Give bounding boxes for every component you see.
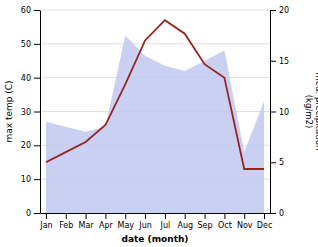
axis-line [41,213,271,214]
tick-label: 60 [21,6,31,15]
grid-line [40,10,270,11]
tick: 30 [21,108,40,117]
grid-line [40,43,270,44]
x-axis-title: date (month) [122,234,189,244]
x-axis: Jan Feb Mar AprMay Jun Jul Aug Sep Oct Nov Dec [39,213,272,230]
tick: Apr [99,213,114,230]
tick-label: Dec [257,221,272,230]
tick-label: 15 [279,57,289,66]
tick-mark [270,213,276,214]
grid [40,10,270,213]
tick-mark [34,44,40,45]
chart: Jan Feb Mar AprMay Jun Jul Aug Sep Oct Nov Dec 0 10 2… [0,0,318,247]
tick: Feb [59,213,73,230]
tick-mark [34,112,40,113]
tick: 10 [270,108,289,117]
tick: 20 [21,141,40,150]
tick-mark [34,179,40,180]
tick-mark [244,213,245,219]
y2-axis-title-line: (kg/m2) [304,95,314,129]
axis-line [40,11,41,214]
tick-label: 40 [21,74,31,83]
tick: 20 [270,6,289,15]
tick-mark [34,213,40,214]
tick: Jan [39,213,52,230]
tick-mark [270,61,276,62]
tick: 40 [21,74,40,83]
tick-label: Sep [198,221,213,230]
marks [46,20,264,213]
area [46,35,264,213]
tick-label: Jul [160,221,171,230]
tick: Aug [177,213,193,230]
tick-mark [86,213,87,219]
tick-mark [145,213,146,219]
tick-mark [34,78,40,79]
tick-label: Nov [237,221,253,230]
tick-label: 30 [21,108,31,117]
tick-label: Feb [59,221,73,230]
tick-mark [205,213,206,219]
tick-label: Jan [39,221,52,230]
tick-label: 10 [21,175,31,184]
plot: Jan Feb Mar AprMay Jun Jul Aug Sep Oct Nov Dec 0 10 2… [4,6,318,244]
y-axis: 0 10 20 30 40 50 60 [21,6,41,218]
tick: 0 [270,209,284,218]
line [46,20,264,169]
tick-label: Jun [138,221,152,230]
tick-mark [270,10,276,11]
tick: 5 [270,158,284,167]
tick: Oct [218,213,232,230]
y2-axis-title: med. precipitation(kg/m2) [304,73,318,151]
tick-mark [185,213,186,219]
tick: Sep [198,213,213,230]
y2-axis: 0 5 10 15 20 [270,6,289,218]
tick-label: 10 [279,108,289,117]
tick-mark [165,213,166,219]
tick-label: Aug [177,221,193,230]
tick: 60 [21,6,40,15]
tick: Mar [79,213,95,230]
tick-mark [270,162,276,163]
tick: Dec [257,213,272,230]
tick-label: 50 [21,40,31,49]
tick-label: 0 [26,209,31,218]
tick: Jul [160,213,171,230]
tick-label: May [117,221,134,230]
tick-label: 5 [279,158,284,167]
tick: 15 [270,57,289,66]
y-axis-title: max temp (C) [4,80,14,142]
tick-label: Mar [79,221,95,230]
tick-mark [270,112,276,113]
tick: 10 [21,175,40,184]
tick-label: Oct [218,221,232,230]
tick-mark [46,213,47,219]
tick-mark [66,213,67,219]
tick: May [117,213,134,230]
tick-mark [224,213,225,219]
tick-mark [125,213,126,219]
tick: 50 [21,40,40,49]
tick-label: 20 [279,6,289,15]
tick-mark [264,213,265,219]
tick-label: 20 [21,141,31,150]
tick-label: Apr [99,221,114,230]
tick-mark [105,213,106,219]
tick: 0 [26,209,40,218]
tick: Jun [138,213,152,230]
tick-mark [34,10,40,11]
tick-mark [34,145,40,146]
tick-label: 0 [279,209,284,218]
tick: Nov [237,213,253,230]
